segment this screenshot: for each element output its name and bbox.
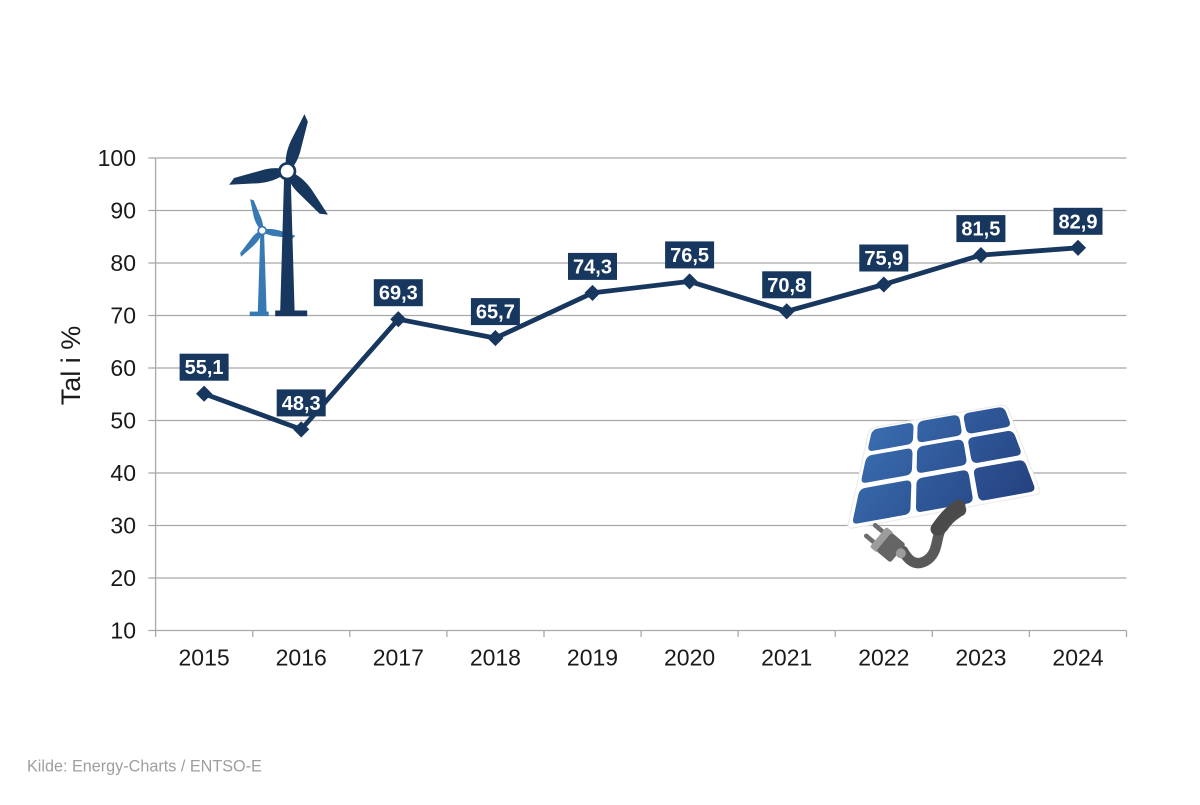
svg-text:82,9: 82,9 [1059, 211, 1098, 233]
svg-text:2018: 2018 [470, 645, 521, 671]
svg-text:100: 100 [98, 145, 136, 171]
svg-text:2024: 2024 [1052, 645, 1103, 671]
svg-text:2016: 2016 [276, 645, 327, 671]
svg-text:90: 90 [110, 198, 136, 224]
svg-text:Kilde: Energy-Charts / ENTSO-E: Kilde: Energy-Charts / ENTSO-E [27, 758, 262, 776]
svg-text:75,9: 75,9 [864, 248, 903, 270]
svg-text:60: 60 [110, 355, 136, 381]
svg-text:81,5: 81,5 [961, 219, 1000, 241]
svg-text:70,8: 70,8 [767, 275, 806, 297]
svg-text:65,7: 65,7 [476, 302, 515, 324]
svg-text:2019: 2019 [567, 645, 618, 671]
svg-text:Tal i %: Tal i % [56, 326, 86, 406]
svg-text:30: 30 [110, 513, 136, 539]
svg-text:2020: 2020 [664, 645, 715, 671]
svg-text:20: 20 [110, 565, 136, 591]
svg-text:2017: 2017 [373, 645, 424, 671]
svg-text:2021: 2021 [761, 645, 812, 671]
svg-text:74,3: 74,3 [573, 256, 612, 278]
svg-text:76,5: 76,5 [670, 245, 709, 267]
svg-text:2022: 2022 [858, 645, 909, 671]
svg-text:69,3: 69,3 [379, 283, 418, 305]
svg-text:70: 70 [110, 303, 136, 329]
svg-text:2015: 2015 [179, 645, 230, 671]
svg-text:10: 10 [110, 618, 136, 644]
svg-text:80: 80 [110, 250, 136, 276]
svg-text:50: 50 [110, 408, 136, 434]
svg-text:48,3: 48,3 [282, 393, 321, 415]
svg-text:55,1: 55,1 [185, 357, 224, 379]
svg-text:40: 40 [110, 460, 136, 486]
svg-text:2023: 2023 [955, 645, 1006, 671]
